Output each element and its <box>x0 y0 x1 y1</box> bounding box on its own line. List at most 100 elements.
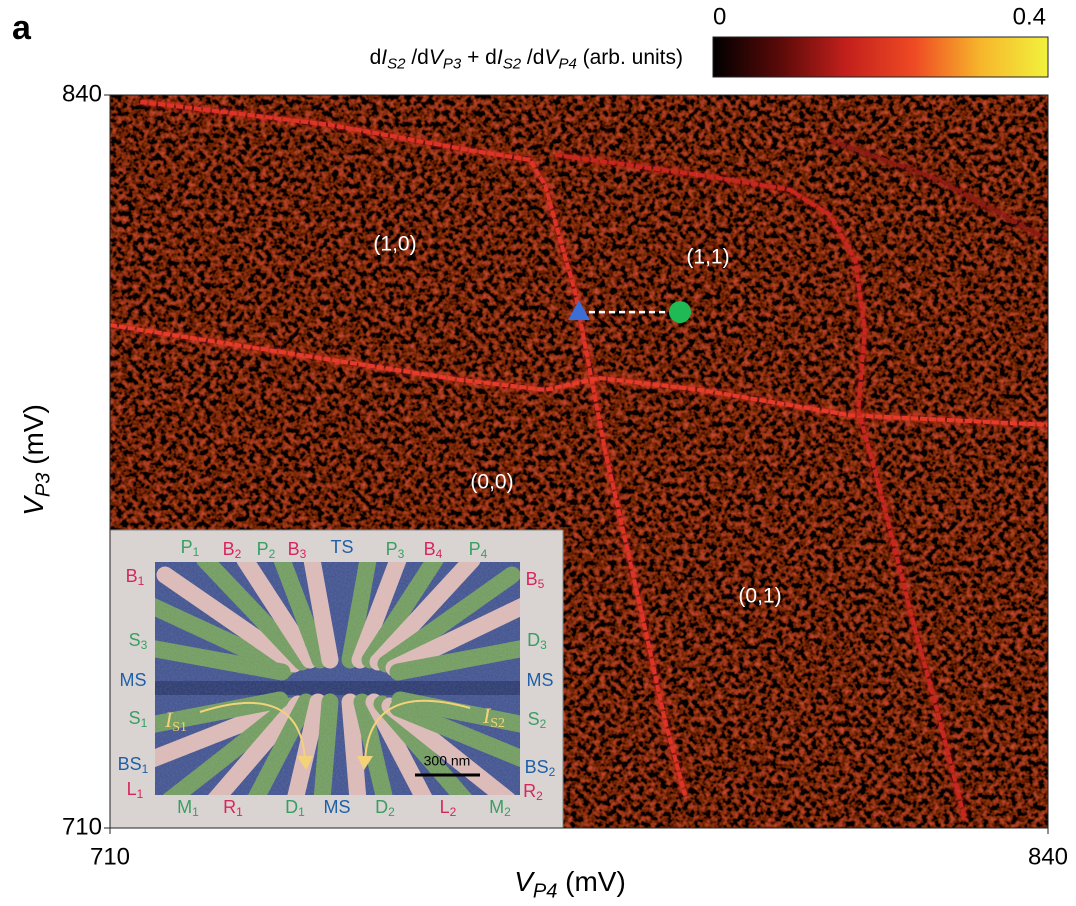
inset-label-text: S <box>129 708 141 728</box>
inset-label-text: B <box>223 539 235 559</box>
inset-label-text: S <box>528 709 540 729</box>
inset-label-sub: 2 <box>504 805 511 819</box>
current-arrowhead <box>357 756 373 770</box>
region-label: (0,0) <box>470 471 513 494</box>
inset-label-sub: 2 <box>540 717 547 731</box>
sem-image <box>155 562 520 795</box>
y-tick-label: 710 <box>62 813 102 840</box>
inset-label-sub: 3 <box>300 547 307 561</box>
transition-line <box>110 323 1048 427</box>
inset-label: BS2 <box>525 757 556 779</box>
x-axis-label-part: (mV) <box>557 866 625 897</box>
colorbar-label-part: S2 <box>503 55 522 72</box>
inset-label: L1 <box>127 779 144 801</box>
sem-texture <box>155 562 520 795</box>
colorbar <box>712 36 1049 78</box>
inset-label-text: M <box>177 797 192 817</box>
inset-label-sub: 1 <box>192 805 199 819</box>
inset-label: M2 <box>489 797 511 819</box>
inset-label-sub: 3 <box>398 547 405 561</box>
y-axis-label: VP3 (mV) <box>18 404 54 516</box>
inset-label: D1 <box>285 797 305 819</box>
colorbar-label: dIS2 /dVP3 + dIS2 /dVP4 (arb. units) <box>370 46 683 73</box>
current-arrow <box>199 701 306 761</box>
transition-line <box>829 138 1048 242</box>
x-axis-label-part: P4 <box>533 881 557 903</box>
x-tick-label: 840 <box>1028 843 1068 870</box>
inset-label-sub: 2 <box>388 805 395 819</box>
inset-label: R1 <box>223 797 243 819</box>
current-arrow <box>364 699 471 761</box>
inset-label-text: D <box>285 797 298 817</box>
inset-label-text: P <box>469 539 481 559</box>
inset-label: B5 <box>526 569 545 591</box>
current-arrowhead <box>297 756 313 770</box>
inset-label: S1 <box>129 708 148 730</box>
inset-label: BS1 <box>118 754 149 776</box>
inset-label-text: D <box>375 797 388 817</box>
colorbar-label-part: I <box>381 46 387 69</box>
inset-label: S3 <box>129 630 148 652</box>
transition-line <box>140 99 687 796</box>
transition-line <box>554 152 967 821</box>
inset-label-sub: 2 <box>450 805 457 819</box>
inset-label-sub: 2 <box>536 789 543 803</box>
y-axis-label-part: P3 <box>33 473 55 497</box>
inset-label-sub: 2 <box>549 765 556 779</box>
inset-label: B2 <box>223 539 242 561</box>
plot-area: (1,0) (1,1) (0,0) (0,1) <box>110 97 1048 822</box>
current-label-sub: S2 <box>490 716 505 731</box>
current-label: IS2 <box>482 703 505 731</box>
inset-label: B4 <box>424 539 443 561</box>
inset-label-sub: 2 <box>235 547 242 561</box>
panel-label: a <box>12 9 32 47</box>
inset-label-text: MS <box>527 670 554 690</box>
inset-label-sub: 1 <box>137 787 144 801</box>
marker-triangle <box>568 300 590 321</box>
inset-label-sub: 2 <box>269 547 276 561</box>
inset-label: R2 <box>523 781 543 803</box>
colorbar-label-part: P4 <box>558 55 576 72</box>
colorbar-label-part: S2 <box>387 55 406 72</box>
colorbar-label-part: /d <box>406 46 429 69</box>
inset-label: B3 <box>288 539 307 561</box>
inset-label: P3 <box>386 539 405 561</box>
inset-label: MS <box>527 670 554 690</box>
colorbar-tick-label: 0 <box>713 3 726 30</box>
colorbar-label-part: d <box>370 46 382 69</box>
inset-label-text: R <box>523 781 536 801</box>
y-tick-label: 840 <box>62 80 102 107</box>
inset-label: D2 <box>375 797 395 819</box>
current-label: IS1 <box>164 707 187 735</box>
inset-label: P1 <box>181 537 200 559</box>
colorbar-label-part: V <box>429 46 445 69</box>
colorbar-label-part: I <box>497 46 503 69</box>
colorbar-label-part: V <box>544 46 560 69</box>
inset-label-text: P <box>257 539 269 559</box>
inset-label-sub: 1 <box>193 545 200 559</box>
colorbar-label-part: /d <box>521 46 544 69</box>
current-label-text: I <box>482 703 492 728</box>
inset-label-text: BS <box>525 757 549 777</box>
inset-label-sub: 1 <box>298 805 305 819</box>
inset-label-sub: 1 <box>142 762 149 776</box>
inset-label-sub: 3 <box>141 638 148 652</box>
inset-label: S2 <box>528 709 547 731</box>
y-axis-label-part: (mV) <box>18 404 49 472</box>
inset-label-text: B <box>126 566 138 586</box>
inset-label-text: B <box>288 539 300 559</box>
inset-label: M1 <box>177 797 199 819</box>
inset-label-sub: 3 <box>540 638 547 652</box>
inset-label-sub: 1 <box>236 805 243 819</box>
inset-label-sub: 1 <box>138 574 145 588</box>
x-axis-label-part: V <box>514 866 535 897</box>
colorbar-label-part: P3 <box>443 55 462 72</box>
scale-bar-label: 300 nm <box>424 753 471 769</box>
inset-label-text: L <box>440 797 450 817</box>
inset-label-sub: 5 <box>538 577 545 591</box>
marker-circle <box>669 301 692 324</box>
inset-label-sub: 4 <box>481 547 488 561</box>
inset-label: TS <box>330 537 353 557</box>
inset-label-sub: 1 <box>141 716 148 730</box>
